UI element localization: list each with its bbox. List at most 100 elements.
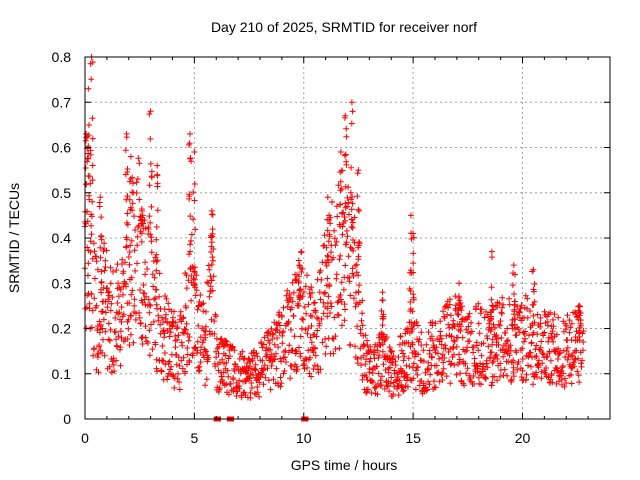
data-point <box>425 329 432 336</box>
data-point <box>324 227 331 234</box>
data-point <box>481 314 488 321</box>
y-axis-label: SRMTID / TECUs <box>6 183 22 293</box>
data-point <box>93 253 100 260</box>
data-point <box>105 336 112 343</box>
data-point <box>186 193 193 200</box>
data-point <box>129 200 136 207</box>
data-point <box>326 233 333 240</box>
data-point <box>159 357 166 364</box>
data-point <box>277 383 284 390</box>
data-point <box>538 375 545 382</box>
data-point <box>146 327 153 334</box>
data-point <box>408 323 415 330</box>
data-point <box>456 356 463 363</box>
y-tick-label: 0.4 <box>52 230 72 246</box>
data-point <box>147 302 154 309</box>
data-point <box>324 194 331 201</box>
data-point <box>420 347 427 354</box>
data-point <box>139 341 146 347</box>
data-point <box>204 279 210 286</box>
data-point <box>107 280 114 287</box>
data-point <box>541 308 548 315</box>
data-point <box>327 220 334 227</box>
data-point <box>285 319 292 325</box>
data-point <box>139 216 145 223</box>
data-point <box>530 266 537 273</box>
data-point <box>278 380 285 387</box>
data-point <box>293 348 300 355</box>
data-point <box>505 337 511 344</box>
data-point <box>488 382 495 389</box>
data-point <box>440 308 446 315</box>
data-point <box>90 240 97 247</box>
data-point <box>534 374 540 380</box>
data-point <box>514 366 521 373</box>
data-point <box>98 236 105 243</box>
data-point <box>248 385 255 391</box>
data-point <box>107 326 114 333</box>
data-point <box>529 320 536 327</box>
data-point <box>486 320 493 327</box>
data-point <box>191 181 198 187</box>
data-point <box>115 280 122 287</box>
data-point <box>386 344 393 351</box>
data-point <box>368 377 375 384</box>
data-point <box>350 273 357 279</box>
data-point <box>474 365 481 372</box>
data-point <box>349 200 356 207</box>
data-point <box>453 344 460 350</box>
data-point <box>154 207 161 214</box>
data-point <box>98 322 104 328</box>
data-point <box>506 352 513 359</box>
data-point <box>270 331 277 338</box>
data-point <box>413 319 420 325</box>
data-point <box>326 281 333 288</box>
data-point <box>456 280 463 287</box>
data-point <box>506 295 513 302</box>
data-point <box>425 366 432 373</box>
data-point <box>500 301 507 308</box>
data-point <box>345 253 352 260</box>
data-point <box>573 347 580 354</box>
data-point <box>305 301 312 308</box>
data-point <box>118 319 125 325</box>
data-point <box>362 361 369 368</box>
data-point <box>516 308 523 315</box>
data-point <box>352 343 358 350</box>
data-point <box>543 365 550 371</box>
data-point <box>156 293 163 300</box>
chart-title: Day 210 of 2025, SRMTID for receiver nor… <box>211 19 477 35</box>
data-point <box>456 321 463 328</box>
data-point <box>184 351 191 358</box>
data-point <box>354 323 361 330</box>
data-point <box>287 326 294 333</box>
data-point <box>312 352 319 359</box>
data-point <box>123 283 129 290</box>
data-point <box>110 268 116 275</box>
data-point <box>187 248 194 255</box>
data-point <box>349 224 356 231</box>
data-point <box>307 354 313 361</box>
data-point <box>424 386 431 393</box>
data-point <box>484 335 491 342</box>
data-point <box>172 319 179 326</box>
data-point <box>275 319 282 326</box>
data-point <box>395 354 402 361</box>
data-point <box>268 325 275 332</box>
data-point <box>190 189 197 196</box>
data-point <box>549 379 556 386</box>
data-point <box>145 226 152 232</box>
data-point <box>347 341 354 348</box>
data-point <box>349 108 356 115</box>
data-point <box>254 389 261 396</box>
data-point <box>456 351 462 358</box>
data-point <box>418 329 425 336</box>
data-point <box>147 231 154 238</box>
data-point <box>130 180 136 187</box>
data-point <box>239 348 246 355</box>
data-point <box>576 379 583 386</box>
data-point <box>379 341 386 348</box>
data-point <box>444 311 451 318</box>
data-point <box>236 377 243 384</box>
data-point <box>147 108 154 115</box>
